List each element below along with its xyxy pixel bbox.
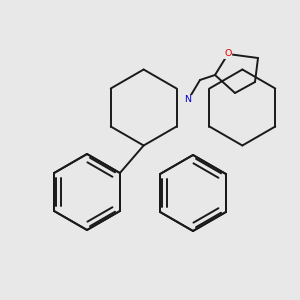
Text: N: N — [184, 95, 191, 104]
Text: O: O — [224, 50, 232, 58]
